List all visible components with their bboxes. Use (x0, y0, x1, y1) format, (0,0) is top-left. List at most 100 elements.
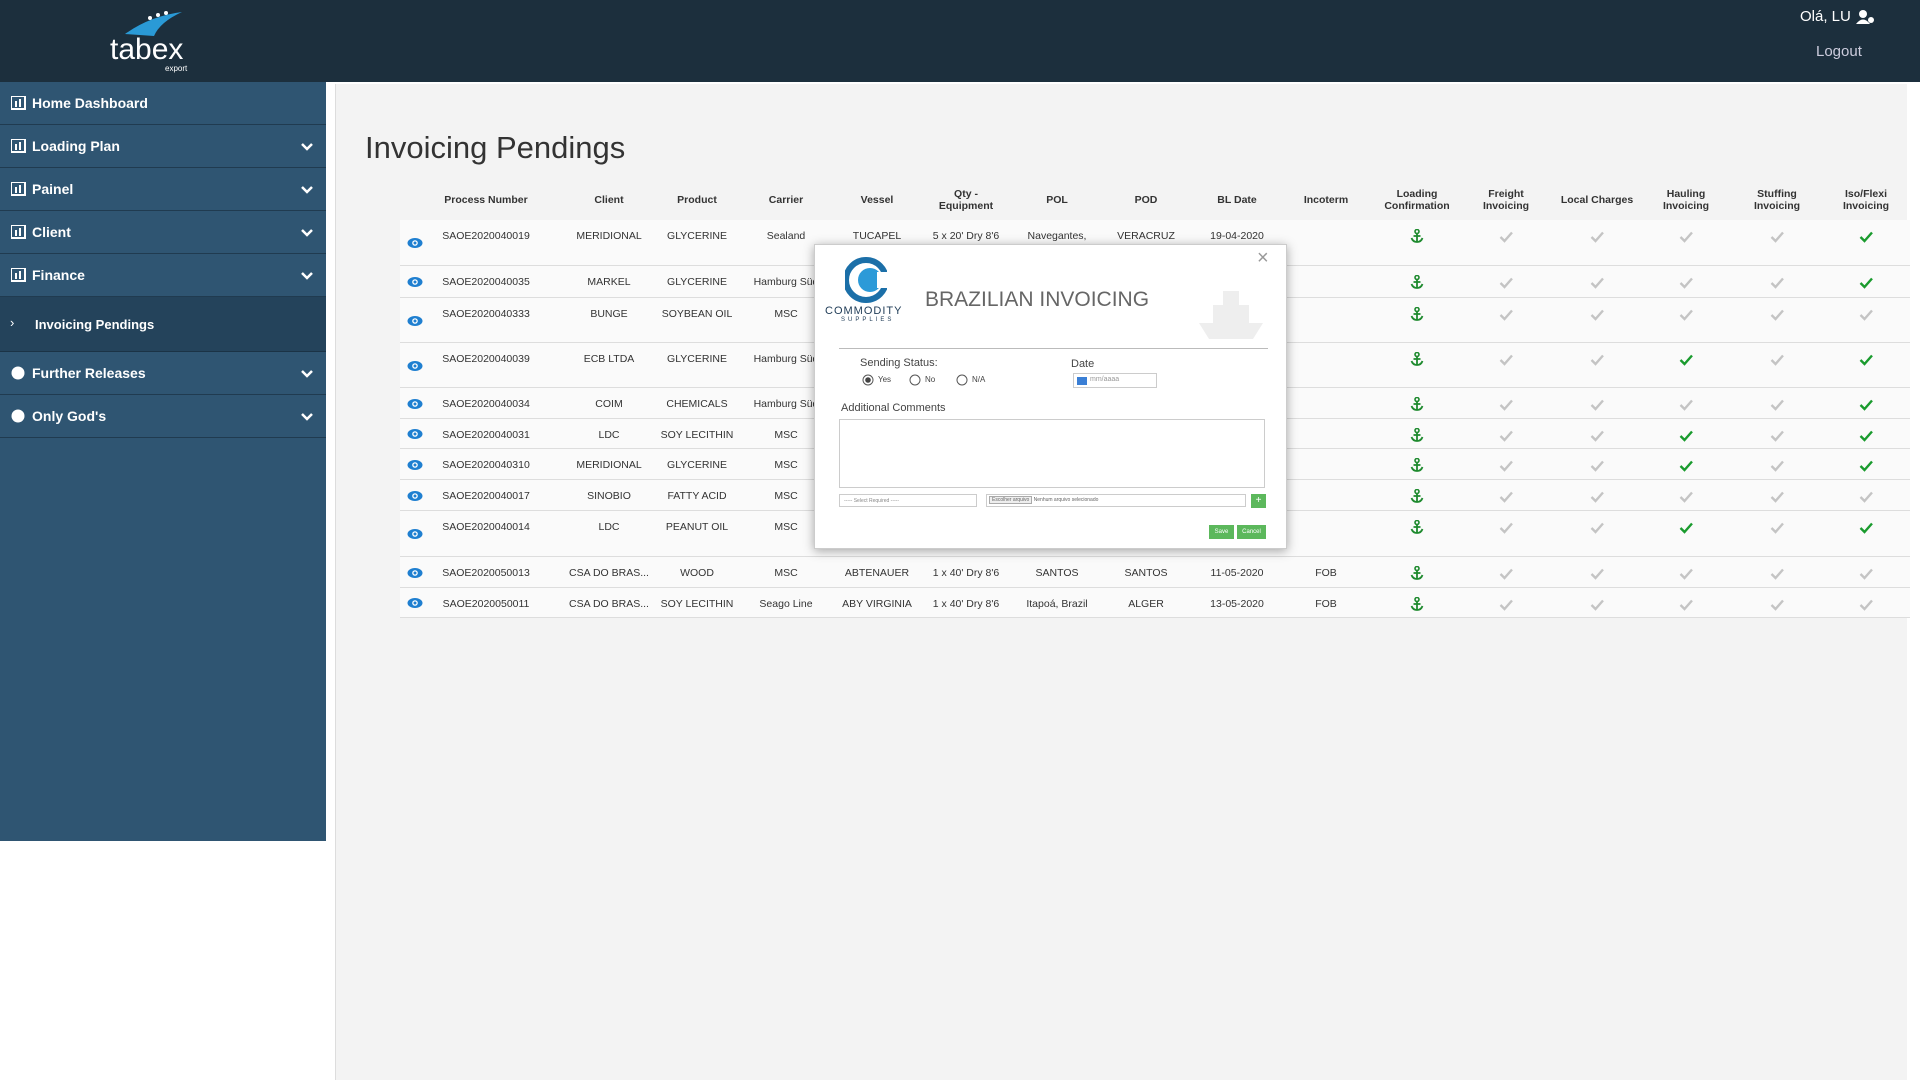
check-pending (1770, 599, 1784, 611)
table-cell: COIM (595, 398, 623, 410)
save-button[interactable]: Save (1209, 525, 1234, 539)
menu-item[interactable]: Painel (0, 168, 326, 211)
menu-item[interactable]: Loading Plan (0, 125, 326, 168)
anchor-icon (1410, 275, 1424, 289)
table-cell: SAOE2020040333 (442, 308, 530, 320)
table-cell: BUNGE (590, 308, 628, 320)
menu-item[interactable]: Further Releases (0, 352, 326, 395)
comments-textarea[interactable] (839, 419, 1265, 488)
table-cell: GLYCERINE (667, 459, 727, 471)
check-pending (1590, 522, 1604, 534)
logout[interactable]: Logout (1816, 43, 1862, 60)
menu-item[interactable]: Home Dashboard (0, 82, 326, 125)
table-cell: Seago Line (759, 598, 813, 610)
check-pending (1590, 277, 1604, 289)
table-cell: ALGER (1128, 598, 1164, 610)
table-cell: SAOE2020040019 (442, 230, 530, 242)
table-cell: MARKEL (587, 276, 631, 288)
check-pending (1859, 568, 1873, 580)
logo: tabex (110, 33, 184, 66)
modal-logo: COMMODITY (825, 305, 903, 317)
check-pending (1590, 430, 1604, 442)
table-cell: Itapoá, Brazil (1026, 598, 1088, 610)
date-placeholder: mm/aaaa (1090, 376, 1120, 383)
column-header: Loading Confirmation (1384, 188, 1450, 212)
check-pending (1770, 231, 1784, 243)
view-icon (407, 429, 423, 439)
select-required[interactable]: ----- Select Required ----- (839, 494, 977, 507)
table-cell: MERIDIONAL (576, 230, 642, 242)
menu-item[interactable]: Client (0, 211, 326, 254)
submenu-item[interactable]: Invoicing Pendings (35, 317, 155, 332)
add-button[interactable]: + (1251, 494, 1266, 508)
anchor-icon (1410, 229, 1424, 243)
file-input[interactable]: Escolher arquivo Nenhum arquivo selecion… (986, 494, 1246, 507)
table-cell: 13-05-2020 (1210, 598, 1264, 610)
view-icon (407, 490, 423, 501)
date-input[interactable]: mm/aaaa (1073, 373, 1157, 388)
table-cell: SANTOS (1035, 567, 1079, 579)
table-cell: MSC (774, 459, 798, 471)
check-done (1859, 277, 1873, 289)
check-pending (1590, 399, 1604, 411)
table-cell: SOYBEAN OIL (661, 308, 733, 320)
file-button[interactable]: Escolher arquivo (989, 496, 1033, 504)
menu-icon (11, 366, 25, 380)
check-pending (1499, 460, 1513, 472)
check-done (1859, 354, 1873, 366)
anchor-icon (1410, 566, 1424, 580)
view-icon (407, 315, 423, 326)
menu-item[interactable]: Only God's (0, 395, 326, 438)
check-pending (1499, 399, 1513, 411)
table-cell: SAOE2020040039 (442, 353, 530, 365)
table-cell: MSC (774, 429, 798, 441)
radio-label[interactable]: No (925, 375, 936, 384)
column-header: POD (1134, 194, 1158, 206)
column-header: Vessel (860, 194, 894, 206)
column-header: Product (677, 194, 717, 206)
radio-label[interactable]: Yes (878, 375, 892, 384)
table-cell: MSC (774, 490, 798, 502)
table-cell: FOB (1315, 567, 1337, 579)
table-cell: Sealand (766, 230, 806, 242)
anchor-icon (1410, 397, 1424, 411)
menu-item[interactable]: Finance (0, 254, 326, 297)
check-pending (1499, 491, 1513, 503)
check-pending (1499, 231, 1513, 243)
table-cell: SAOE2020050013 (442, 567, 530, 579)
menu-icon (11, 225, 26, 239)
view-icon (407, 360, 423, 371)
table-cell: CSA DO BRAS... (569, 567, 649, 579)
radio (956, 374, 968, 386)
user-icon[interactable] (1856, 9, 1874, 25)
column-header: Stuffing Invoicing (1753, 188, 1801, 212)
table-cell: SAOE2020040035 (442, 276, 530, 288)
menu-icon (11, 268, 26, 282)
check-pending (1499, 354, 1513, 366)
view-icon (407, 529, 423, 539)
column-header: BL Date (1217, 194, 1257, 206)
table-cell: MSC (774, 521, 798, 533)
table-cell: ABTENAUER (844, 567, 910, 579)
table-cell: GLYCERINE (667, 276, 727, 288)
chevron (301, 229, 313, 237)
check-pending (1770, 568, 1784, 580)
table-cell: MERIDIONAL (576, 459, 642, 471)
table-cell: SOY LECITHIN (660, 598, 734, 610)
modal-close[interactable]: × (1257, 247, 1269, 269)
cancel-button[interactable]: Cancel (1237, 525, 1266, 539)
check-pending (1499, 522, 1513, 534)
check-pending (1679, 231, 1693, 243)
table-cell: SAOE2020040034 (442, 398, 530, 410)
table-cell: SAOE2020040031 (442, 429, 530, 441)
anchor-icon (1410, 489, 1424, 503)
column-header: Client (594, 194, 624, 206)
chevron (301, 413, 313, 421)
check-pending (1590, 309, 1604, 321)
table-cell: GLYCERINE (667, 230, 727, 242)
table-cell: Hamburg Süd (753, 276, 819, 288)
table-cell: GLYCERINE (667, 353, 727, 365)
chevron (301, 186, 313, 194)
radio-label[interactable]: N/A (972, 375, 986, 384)
table-cell: Hamburg Süd (753, 353, 819, 365)
